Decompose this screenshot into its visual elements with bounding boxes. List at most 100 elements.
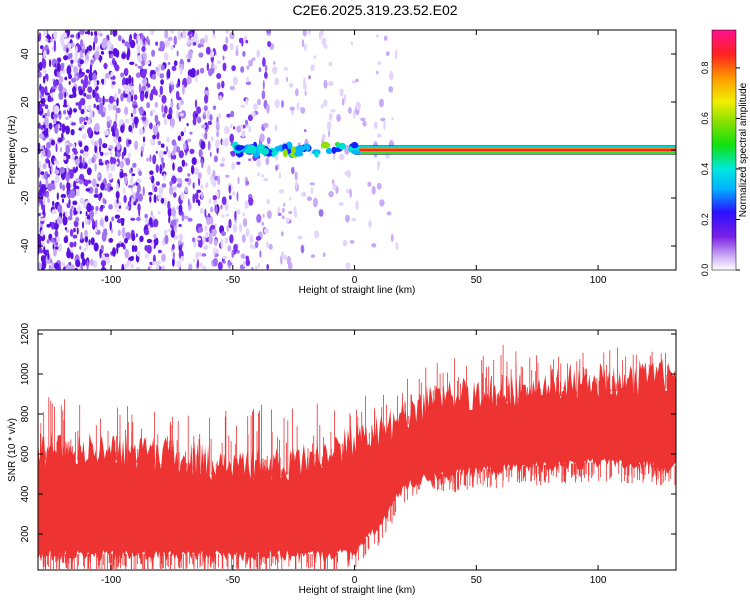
- noise-speckle: [209, 206, 214, 213]
- noise-speckle: [80, 231, 83, 241]
- noise-speckle: [222, 62, 227, 72]
- noise-speckle: [198, 177, 201, 186]
- noise-speckle: [135, 63, 138, 67]
- noise-speckle: [246, 76, 249, 83]
- noise-speckle: [133, 104, 138, 109]
- noise-speckle: [205, 231, 209, 239]
- noise-speckle: [94, 145, 98, 154]
- noise-speckle: [201, 158, 204, 169]
- noise-speckle: [368, 220, 372, 228]
- noise-speckle: [129, 86, 134, 91]
- noise-speckle: [99, 219, 104, 227]
- noise-speckle: [59, 182, 63, 190]
- noise-speckle: [191, 237, 196, 243]
- noise-speckle: [40, 229, 44, 237]
- x-tick-label: 100: [590, 275, 607, 286]
- noise-speckle: [215, 248, 219, 254]
- noise-speckle: [53, 160, 58, 164]
- noise-speckle: [170, 229, 175, 238]
- noise-speckle: [83, 151, 89, 158]
- noise-speckle: [128, 139, 132, 145]
- noise-speckle: [85, 69, 90, 74]
- noise-speckle: [266, 30, 271, 34]
- x-tick-label: 0: [352, 275, 358, 286]
- noise-speckle: [198, 238, 203, 248]
- colorbar: 0.0 0.2 0.4 0.6 0.8 Normalized spectral ampl…: [700, 29, 749, 276]
- noise-speckle: [278, 172, 282, 179]
- noise-speckle: [227, 245, 232, 252]
- noise-speckle: [87, 86, 93, 93]
- noise-speckle: [193, 258, 196, 262]
- noise-speckle: [59, 166, 65, 174]
- noise-speckle: [39, 180, 42, 189]
- noise-speckle: [99, 248, 102, 259]
- noise-speckle: [149, 170, 154, 175]
- noise-speckle: [68, 155, 71, 159]
- noise-speckle: [70, 252, 74, 260]
- noise-speckle: [78, 127, 83, 131]
- noise-speckle: [79, 59, 84, 65]
- noise-speckle: [360, 117, 366, 122]
- noise-speckle: [266, 103, 270, 114]
- noise-speckle: [209, 216, 214, 226]
- noise-speckle: [102, 143, 108, 149]
- noise-speckle: [187, 50, 193, 60]
- noise-speckle: [164, 39, 170, 48]
- noise-speckle: [230, 110, 235, 118]
- noise-speckle: [43, 174, 46, 179]
- noise-speckle: [161, 104, 164, 113]
- noise-speckle: [54, 124, 59, 134]
- noise-speckle: [149, 176, 152, 180]
- noise-speckle: [47, 183, 53, 192]
- noise-speckle: [80, 149, 84, 154]
- snr-spikes: [40, 344, 676, 569]
- noise-speckle: [122, 84, 128, 90]
- noise-speckle: [308, 75, 311, 80]
- noise-speckle: [135, 266, 141, 270]
- noise-speckle: [38, 122, 41, 129]
- noise-speckle: [178, 99, 182, 109]
- noise-speckle: [146, 238, 153, 244]
- noise-speckle: [78, 141, 83, 148]
- noise-speckle: [93, 79, 97, 88]
- noise-speckle: [197, 43, 202, 48]
- noise-speckle: [215, 205, 218, 214]
- noise-speckle: [100, 245, 105, 251]
- noise-speckle: [63, 99, 67, 107]
- noise-speckle: [183, 142, 187, 151]
- noise-speckle: [90, 59, 95, 64]
- noise-speckle: [172, 257, 175, 267]
- noise-speckle: [154, 101, 158, 108]
- snr-y-label: SNR (10 * v/v): [7, 418, 18, 482]
- noise-speckle: [60, 62, 65, 69]
- noise-speckle: [185, 162, 188, 167]
- noise-speckle: [72, 143, 76, 149]
- noise-speckle: [328, 61, 333, 67]
- noise-speckle: [159, 164, 162, 175]
- signal-blob: [331, 146, 337, 154]
- colorbar-tick-label: 0.4: [700, 163, 710, 176]
- noise-speckle: [85, 241, 89, 250]
- noise-speckle: [136, 34, 141, 42]
- noise-speckle: [221, 231, 226, 237]
- noise-speckle: [187, 198, 190, 207]
- noise-speckle: [242, 259, 246, 268]
- noise-speckle: [65, 125, 70, 135]
- noise-speckle: [125, 157, 131, 166]
- noise-speckle: [115, 182, 119, 192]
- signal-blob: [234, 144, 243, 151]
- noise-speckle: [108, 95, 114, 104]
- noise-speckle: [240, 66, 245, 73]
- noise-speckle: [197, 226, 204, 233]
- noise-speckle: [224, 237, 229, 244]
- noise-speckle: [61, 32, 68, 38]
- noise-speckle: [251, 57, 256, 61]
- noise-speckle: [138, 170, 142, 177]
- noise-speckle: [124, 106, 129, 116]
- noise-speckle: [194, 182, 197, 187]
- noise-speckle: [231, 249, 234, 259]
- noise-speckle: [203, 90, 209, 95]
- noise-speckle: [85, 31, 88, 35]
- noise-speckle: [63, 109, 67, 115]
- noise-speckle: [353, 109, 356, 120]
